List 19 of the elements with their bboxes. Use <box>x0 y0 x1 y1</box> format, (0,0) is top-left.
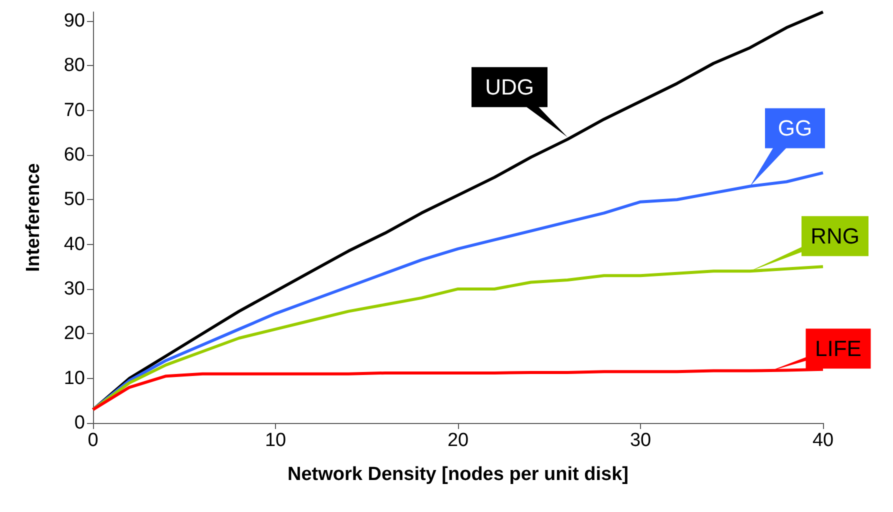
annotation: UDG <box>485 74 534 100</box>
x-tick-label: 0 <box>88 430 98 451</box>
y-tick-label: 20 <box>64 323 85 344</box>
x-tick-label: 20 <box>447 430 469 451</box>
y-tick-label: 90 <box>64 10 85 32</box>
y-tick-label: 10 <box>64 368 85 389</box>
annotation: GG <box>778 116 812 141</box>
y-tick-label: 0 <box>74 412 85 434</box>
x-axis-title: Network Density [nodes per unit disk] <box>288 464 628 485</box>
y-tick-label: 60 <box>64 144 85 166</box>
y-tick-label: 50 <box>64 189 85 210</box>
x-tick-label: 10 <box>264 430 286 451</box>
y-tick-label: 70 <box>64 100 85 121</box>
y-tick-label: 80 <box>64 55 85 76</box>
x-tick-label: 30 <box>630 430 652 451</box>
y-tick-label: 40 <box>64 234 85 255</box>
y-axis-title: Interference <box>23 163 44 272</box>
x-tick-label: 40 <box>812 430 834 451</box>
y-tick-label: 30 <box>64 278 85 300</box>
